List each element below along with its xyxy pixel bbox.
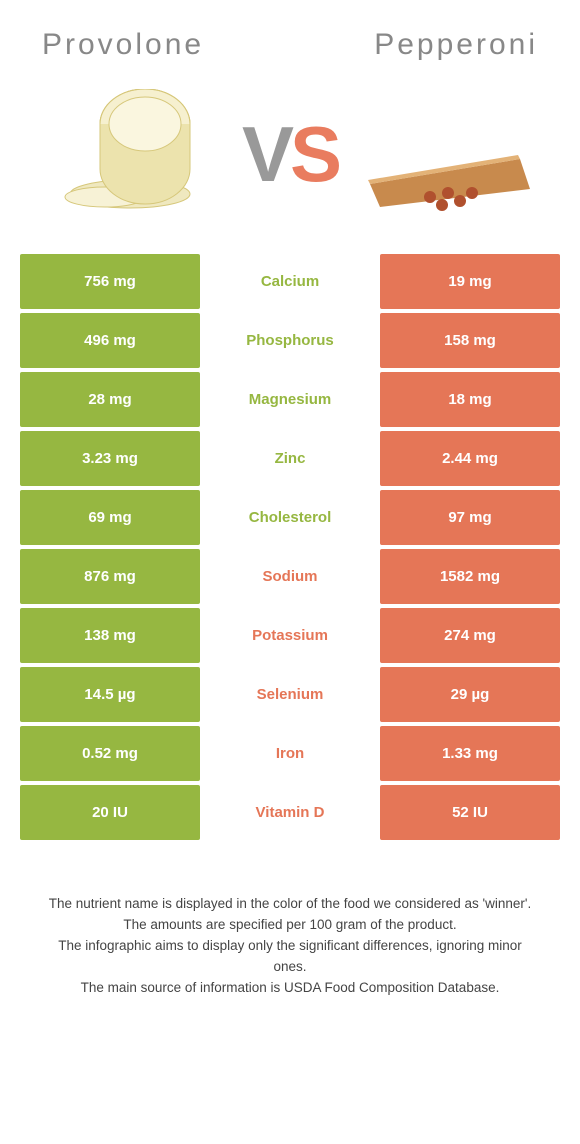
- vs-s: S: [290, 110, 338, 198]
- value-left: 69 mg: [20, 490, 200, 545]
- footnote-1: The nutrient name is displayed in the co…: [40, 894, 540, 915]
- food-image-left: [40, 84, 220, 224]
- value-right: 1.33 mg: [380, 726, 560, 781]
- value-left: 138 mg: [20, 608, 200, 663]
- title-left: Provolone: [42, 28, 204, 62]
- footnote-4: The main source of information is USDA F…: [40, 978, 540, 999]
- vs-v: V: [242, 110, 290, 198]
- title-right: Pepperoni: [374, 28, 538, 62]
- value-right: 158 mg: [380, 313, 560, 368]
- nutrient-label: Cholesterol: [200, 490, 380, 545]
- nutrient-row: 69 mgCholesterol97 mg: [20, 490, 560, 545]
- nutrient-label: Sodium: [200, 549, 380, 604]
- nutrient-label: Potassium: [200, 608, 380, 663]
- header-row: Provolone Pepperoni: [0, 0, 580, 74]
- nutrient-row: 876 mgSodium1582 mg: [20, 549, 560, 604]
- nutrient-row: 496 mgPhosphorus158 mg: [20, 313, 560, 368]
- nutrient-label: Phosphorus: [200, 313, 380, 368]
- value-left: 3.23 mg: [20, 431, 200, 486]
- value-right: 97 mg: [380, 490, 560, 545]
- nutrient-label: Selenium: [200, 667, 380, 722]
- value-right: 29 µg: [380, 667, 560, 722]
- food-image-right: [360, 84, 540, 224]
- nutrient-row: 138 mgPotassium274 mg: [20, 608, 560, 663]
- nutrient-row: 20 IUVitamin D52 IU: [20, 785, 560, 840]
- value-left: 28 mg: [20, 372, 200, 427]
- value-left: 20 IU: [20, 785, 200, 840]
- nutrient-label: Vitamin D: [200, 785, 380, 840]
- nutrient-row: 3.23 mgZinc2.44 mg: [20, 431, 560, 486]
- nutrient-row: 28 mgMagnesium18 mg: [20, 372, 560, 427]
- footnote-2: The amounts are specified per 100 gram o…: [40, 915, 540, 936]
- nutrient-label: Iron: [200, 726, 380, 781]
- image-row: VS: [0, 74, 580, 254]
- nutrient-row: 14.5 µgSelenium29 µg: [20, 667, 560, 722]
- value-right: 274 mg: [380, 608, 560, 663]
- nutrient-table: 756 mgCalcium19 mg496 mgPhosphorus158 mg…: [0, 254, 580, 840]
- value-left: 14.5 µg: [20, 667, 200, 722]
- value-right: 52 IU: [380, 785, 560, 840]
- nutrient-label: Calcium: [200, 254, 380, 309]
- nutrient-label: Magnesium: [200, 372, 380, 427]
- value-right: 1582 mg: [380, 549, 560, 604]
- value-left: 496 mg: [20, 313, 200, 368]
- footnote-3: The infographic aims to display only the…: [40, 936, 540, 978]
- footnotes: The nutrient name is displayed in the co…: [0, 844, 580, 999]
- nutrient-label: Zinc: [200, 431, 380, 486]
- nutrient-row: 756 mgCalcium19 mg: [20, 254, 560, 309]
- vs-label: VS: [242, 109, 338, 200]
- value-left: 756 mg: [20, 254, 200, 309]
- nutrient-row: 0.52 mgIron1.33 mg: [20, 726, 560, 781]
- value-left: 0.52 mg: [20, 726, 200, 781]
- value-right: 19 mg: [380, 254, 560, 309]
- value-right: 2.44 mg: [380, 431, 560, 486]
- value-left: 876 mg: [20, 549, 200, 604]
- value-right: 18 mg: [380, 372, 560, 427]
